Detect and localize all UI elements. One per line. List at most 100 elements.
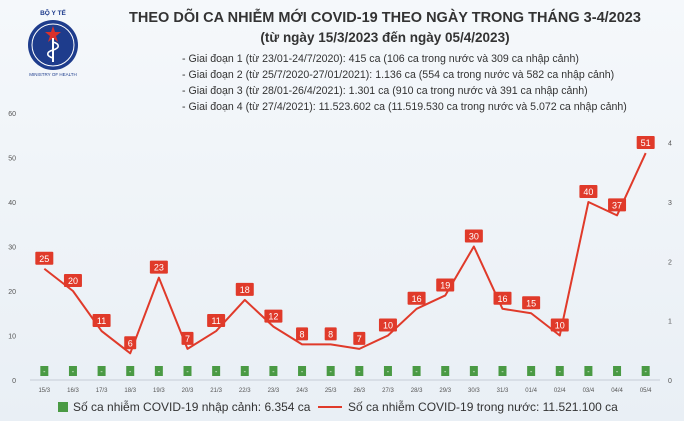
imported-bar xyxy=(212,366,221,376)
imported-bar xyxy=(154,366,163,376)
data-label: 20 xyxy=(68,276,78,286)
data-label-box xyxy=(378,318,397,332)
data-label-box xyxy=(636,136,655,150)
imported-bar-label: - xyxy=(387,369,390,376)
data-label-box xyxy=(522,296,541,310)
legend-bar-swatch xyxy=(58,402,68,412)
data-label: 10 xyxy=(555,321,565,331)
data-label: 11 xyxy=(97,316,106,326)
x-tick-label: 18/3 xyxy=(124,388,136,394)
x-tick-label: 16/3 xyxy=(67,388,79,394)
imported-bar xyxy=(555,366,564,376)
x-tick-label: 25/3 xyxy=(325,388,337,394)
page-title: THEO DÕI CA NHIỄM MỚI COVID-19 THEO NGÀY… xyxy=(129,10,641,26)
imported-bar-label: - xyxy=(43,369,46,376)
imported-bar xyxy=(298,366,307,376)
x-tick-label: 26/3 xyxy=(353,388,365,394)
x-tick-label: 28/3 xyxy=(411,388,423,394)
legend-imported-label: Số ca nhiễm COVID-19 nhập cảnh: 6.354 ca xyxy=(73,400,311,414)
data-label: 16 xyxy=(412,294,422,304)
data-label: 25 xyxy=(39,254,49,264)
y-right-tick-label: 1 xyxy=(668,319,672,326)
imported-bar xyxy=(383,366,392,376)
imported-bar-label: - xyxy=(616,369,619,376)
x-tick-label: 17/3 xyxy=(96,388,108,394)
x-tick-label: 23/3 xyxy=(268,388,280,394)
data-label: 23 xyxy=(154,263,164,273)
y-left-tick-label: 50 xyxy=(8,156,16,163)
imported-bar xyxy=(240,366,249,376)
imported-bar xyxy=(641,366,650,376)
data-label: 40 xyxy=(583,187,593,197)
data-label-box xyxy=(608,198,627,212)
imported-bar xyxy=(126,366,135,376)
data-label: 19 xyxy=(440,280,450,290)
data-label-box xyxy=(493,291,512,305)
phase-note-4: - Giai đoạn 4 (từ 27/4/2021): 11.523.602… xyxy=(182,101,627,113)
data-label: 6 xyxy=(128,338,133,348)
data-label: 12 xyxy=(268,312,278,322)
x-tick-label: 19/3 xyxy=(153,388,165,394)
y-right-tick-label: 4 xyxy=(668,141,672,148)
data-label-box xyxy=(207,314,226,328)
y-left-tick-label: 20 xyxy=(8,289,16,296)
imported-bar xyxy=(183,366,192,376)
y-right-tick-label: 3 xyxy=(668,200,672,207)
legend-domestic-label: Số ca nhiễm COVID-19 trong nước: 11.521.… xyxy=(348,400,618,414)
x-tick-label: 03/4 xyxy=(583,388,595,394)
data-label-box xyxy=(181,331,194,345)
data-label: 37 xyxy=(612,200,622,210)
x-tick-label: 01/4 xyxy=(525,388,537,394)
data-label: 30 xyxy=(469,232,479,242)
imported-bar xyxy=(412,366,421,376)
imported-bar-label: - xyxy=(100,369,103,376)
data-label: 8 xyxy=(328,329,333,339)
imported-bar-label: - xyxy=(330,369,333,376)
imported-bar xyxy=(527,366,536,376)
imported-bar xyxy=(40,366,49,376)
data-label-box xyxy=(550,318,569,332)
y-right-tick-label: 2 xyxy=(668,259,672,266)
phase-note-2: - Giai đoạn 2 (từ 25/7/2020-27/01/2021):… xyxy=(182,69,615,81)
chart-legend: Số ca nhiễm COVID-19 nhập cảnh: 6.354 ca… xyxy=(0,398,684,418)
y-left-tick-label: 10 xyxy=(8,334,16,341)
legend-line-swatch xyxy=(318,406,342,408)
data-label-box xyxy=(464,229,483,243)
data-label-box xyxy=(324,327,337,341)
legend-imported: Số ca nhiễm COVID-19 nhập cảnh: 6.354 ca xyxy=(58,400,310,414)
imported-bar-label: - xyxy=(587,369,590,376)
x-tick-label: 02/4 xyxy=(554,388,566,394)
data-label-box xyxy=(63,274,82,287)
data-label: 16 xyxy=(497,294,507,304)
imported-bar-label: - xyxy=(559,369,562,376)
data-label-box xyxy=(407,291,426,305)
x-tick-label: 04/4 xyxy=(611,388,623,394)
x-tick-label: 31/3 xyxy=(497,388,509,394)
ministry-of-health-logo: BỘ Y TẾ MINISTRY OF HEALTH xyxy=(28,8,78,77)
imported-bar xyxy=(584,366,593,376)
data-label: 8 xyxy=(300,329,305,339)
data-label-box xyxy=(35,251,54,265)
imported-bar xyxy=(326,366,335,376)
imported-bar-label: - xyxy=(530,369,533,376)
phase-note-3: - Giai đoạn 3 (từ 28/01-26/4/2021): 1.30… xyxy=(182,85,588,97)
x-tick-label: 29/3 xyxy=(439,388,451,394)
data-label-box xyxy=(124,336,137,350)
imported-bar xyxy=(469,366,478,376)
x-tick-label: 21/3 xyxy=(210,388,222,394)
y-left-tick-label: 30 xyxy=(8,245,16,252)
page-subtitle: (từ ngày 15/3/2023 đến ngày 05/4/2023) xyxy=(260,30,510,45)
data-label: 15 xyxy=(526,298,536,308)
svg-text:MINISTRY OF HEALTH: MINISTRY OF HEALTH xyxy=(29,72,77,77)
x-tick-label: 05/4 xyxy=(640,388,652,394)
imported-bar-label: - xyxy=(129,369,132,376)
x-tick-label: 30/3 xyxy=(468,388,480,394)
data-label-box xyxy=(92,314,111,328)
imported-bar-label: - xyxy=(186,369,189,376)
imported-bar-label: - xyxy=(444,369,447,376)
data-label: 7 xyxy=(185,334,190,344)
y-left-tick-label: 60 xyxy=(8,111,16,118)
svg-text:BỘ Y TẾ: BỘ Y TẾ xyxy=(40,8,66,17)
imported-bar-label: - xyxy=(358,369,361,376)
